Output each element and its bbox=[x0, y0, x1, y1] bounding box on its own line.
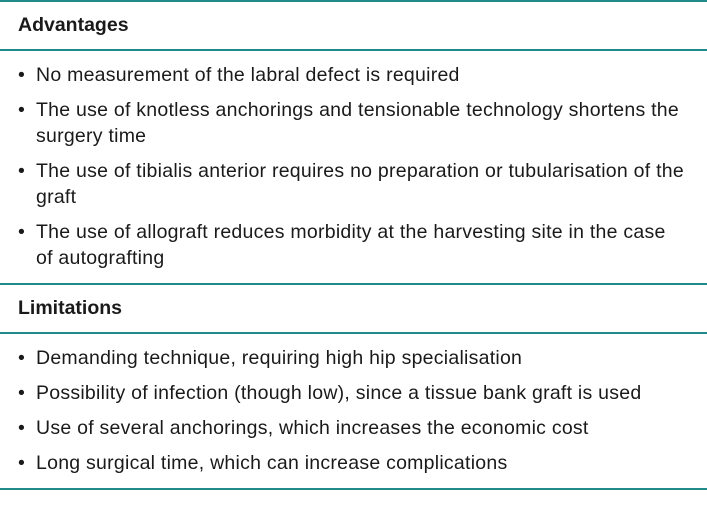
list-item: • No measurement of the labral defect is … bbox=[18, 64, 460, 86]
advantages-list: • No measurement of the labral defect is … bbox=[0, 51, 707, 283]
list-item: • Demanding technique, requiring high hip… bbox=[18, 347, 523, 369]
section-header-advantages: Advantages bbox=[18, 14, 129, 36]
divider bbox=[0, 332, 707, 334]
top-rule bbox=[0, 0, 707, 2]
bullet-icon: • bbox=[18, 64, 26, 86]
list-item: • Possibility of infection (though low), … bbox=[18, 382, 642, 404]
list-item: • Long surgical time, which can increase … bbox=[18, 452, 508, 474]
list-item: • The use of knotless anchorings and tens… bbox=[18, 99, 679, 147]
bullet-icon: • bbox=[18, 347, 26, 369]
bullet-icon: • bbox=[18, 382, 26, 404]
list-item: • The use of allograft reduces morbidity … bbox=[18, 221, 666, 269]
divider bbox=[0, 49, 707, 51]
bullet-icon: • bbox=[18, 417, 26, 439]
bullet-icon: • bbox=[18, 99, 26, 121]
divider bbox=[0, 283, 707, 285]
advantages-limitations-table: Advantages • No measurement of the labral… bbox=[0, 0, 707, 490]
bullet-icon: • bbox=[18, 452, 26, 474]
section-header-limitations: Limitations bbox=[18, 297, 123, 319]
list-item: • Use of several anchorings, which increa… bbox=[18, 417, 589, 439]
bullet-icon: • bbox=[18, 221, 26, 243]
bottom-rule bbox=[0, 488, 707, 490]
bullet-icon: • bbox=[18, 160, 26, 182]
list-item: • The use of tibialis anterior requires n… bbox=[18, 160, 684, 208]
limitations-list: • Demanding technique, requiring high hip… bbox=[0, 334, 707, 488]
